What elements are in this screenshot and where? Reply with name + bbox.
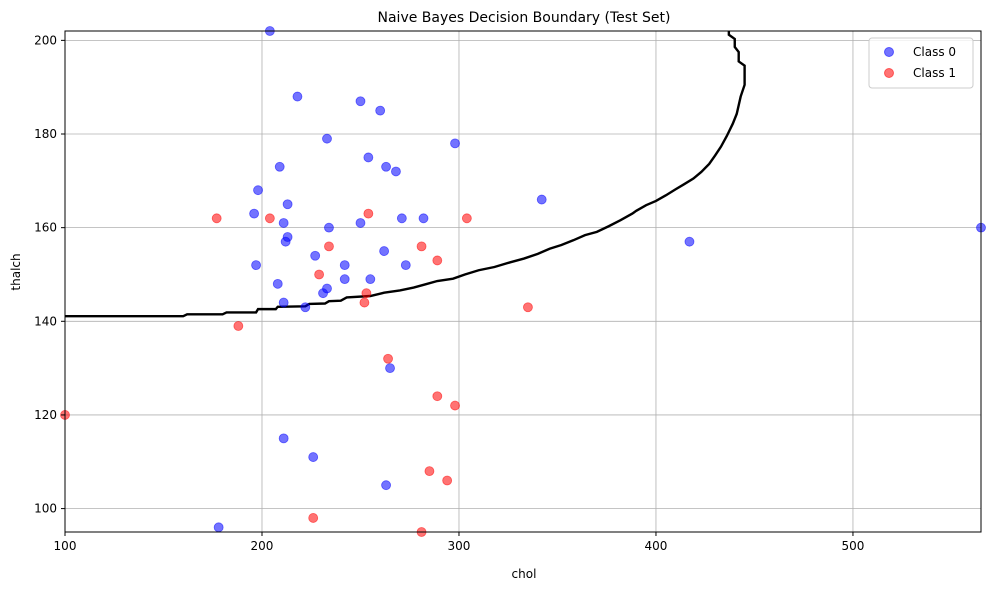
- x-tick-label-1: 200: [251, 539, 274, 553]
- point-class-1-0: [211, 213, 222, 224]
- point-class-0-38: [381, 480, 391, 491]
- x-tick-label-4: 500: [842, 539, 865, 553]
- plot-frame: [64, 30, 982, 533]
- point-class-1-15: [450, 400, 460, 411]
- point-class-0-37: [308, 452, 319, 462]
- point-class-0-22: [684, 236, 695, 247]
- point-class-1-16: [424, 466, 435, 477]
- point-class-0-10: [253, 185, 263, 196]
- x-axis-title: chol: [512, 567, 537, 581]
- point-class-0-23: [379, 246, 390, 256]
- y-tick-label-2: 140: [34, 314, 57, 328]
- point-class-0-16: [278, 218, 289, 228]
- point-class-0-25: [251, 260, 261, 271]
- point-class-1-2: [363, 208, 374, 219]
- point-class-0-36: [278, 433, 289, 444]
- point-class-1-18: [308, 513, 319, 523]
- point-class-0-33: [278, 297, 289, 308]
- point-class-0-5: [450, 138, 460, 149]
- point-class-0-26: [339, 260, 350, 271]
- point-class-0-7: [274, 161, 285, 172]
- y-tick-label-3: 160: [34, 221, 57, 235]
- y-tick-label-5: 200: [34, 33, 57, 47]
- point-class-0-30: [272, 278, 283, 289]
- legend-marker-0: [884, 47, 894, 57]
- point-class-1-5: [416, 241, 427, 252]
- point-class-0-15: [418, 213, 429, 224]
- legend-box: [868, 37, 974, 89]
- point-class-0-17: [355, 218, 366, 228]
- x-tick-label-2: 300: [448, 539, 471, 553]
- chart-title: Naive Bayes Decision Boundary (Test Set): [378, 10, 671, 26]
- x-tick-label-0: 100: [54, 539, 77, 553]
- point-class-1-9: [359, 297, 370, 308]
- point-class-0-18: [324, 222, 334, 233]
- grid-lines: [64, 31, 981, 532]
- point-class-1-17: [442, 475, 453, 486]
- point-class-0-8: [381, 161, 391, 172]
- point-class-1-8: [361, 288, 372, 299]
- point-class-0-35: [385, 363, 395, 374]
- point-class-0-11: [536, 194, 547, 205]
- point-class-0-9: [391, 166, 401, 177]
- point-class-1-3: [461, 213, 472, 224]
- x-tick-label-3: 400: [645, 539, 668, 553]
- point-class-0-24: [310, 250, 321, 261]
- point-class-0-6: [363, 152, 374, 163]
- point-class-0-1: [292, 91, 303, 102]
- y-tick-label-4: 180: [34, 127, 57, 141]
- legend-label-1: Class 1: [913, 66, 956, 80]
- scatter-points: [60, 26, 986, 537]
- point-class-0-13: [249, 208, 260, 219]
- point-class-1-1: [264, 213, 275, 224]
- axes: [64, 30, 982, 533]
- point-class-0-21: [280, 236, 291, 247]
- point-class-1-7: [314, 269, 325, 280]
- y-axis-title: thalch: [9, 253, 23, 290]
- point-class-0-4: [322, 133, 332, 144]
- axis-ticks: 100 200 300 400 500 100 120 140 160 180 200: [34, 33, 864, 553]
- point-class-0-27: [400, 260, 411, 271]
- point-class-1-11: [233, 321, 244, 331]
- point-class-1-6: [432, 255, 443, 266]
- point-class-1-12: [383, 353, 393, 364]
- point-class-0-39: [213, 522, 224, 533]
- point-class-0-12: [282, 199, 293, 210]
- point-class-0-14: [396, 213, 407, 224]
- point-class-0-28: [365, 274, 376, 285]
- point-class-0-34: [300, 302, 311, 313]
- point-class-0-29: [339, 274, 350, 285]
- legend-label-0: Class 0: [913, 45, 956, 59]
- y-tick-label-0: 100: [34, 502, 57, 516]
- point-class-1-4: [324, 241, 334, 252]
- point-class-0-2: [355, 96, 366, 107]
- y-tick-label-1: 120: [34, 408, 57, 422]
- point-class-1-14: [432, 391, 443, 402]
- point-class-1-10: [523, 302, 533, 313]
- legend-marker-1: [884, 68, 894, 78]
- point-class-0-32: [318, 288, 328, 299]
- point-class-0-3: [375, 105, 386, 116]
- legend: Class 0 Class 1: [868, 37, 974, 89]
